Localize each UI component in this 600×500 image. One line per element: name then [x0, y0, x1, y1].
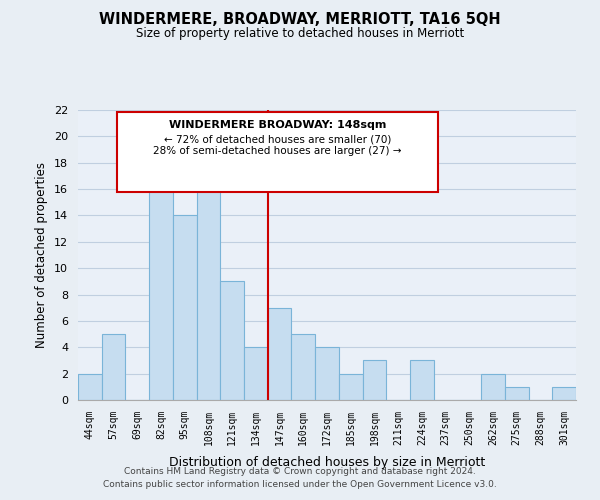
Bar	[410, 360, 434, 400]
Bar	[149, 162, 173, 400]
Y-axis label: Number of detached properties: Number of detached properties	[35, 162, 49, 348]
Text: WINDERMERE, BROADWAY, MERRIOTT, TA16 5QH: WINDERMERE, BROADWAY, MERRIOTT, TA16 5QH	[99, 12, 501, 28]
X-axis label: Distribution of detached houses by size in Merriott: Distribution of detached houses by size …	[169, 456, 485, 469]
Bar	[552, 387, 576, 400]
Bar	[315, 348, 339, 400]
Bar	[244, 348, 268, 400]
Text: Size of property relative to detached houses in Merriott: Size of property relative to detached ho…	[136, 28, 464, 40]
Bar	[173, 216, 197, 400]
Bar	[268, 308, 292, 400]
Text: WINDERMERE BROADWAY: 148sqm: WINDERMERE BROADWAY: 148sqm	[169, 120, 386, 130]
Bar	[292, 334, 315, 400]
Bar	[481, 374, 505, 400]
Text: Contains public sector information licensed under the Open Government Licence v3: Contains public sector information licen…	[103, 480, 497, 489]
Bar	[362, 360, 386, 400]
Text: ← 72% of detached houses are smaller (70): ← 72% of detached houses are smaller (70…	[164, 134, 391, 144]
Bar	[339, 374, 362, 400]
Bar	[78, 374, 102, 400]
Bar	[102, 334, 125, 400]
Bar	[505, 387, 529, 400]
Text: Contains HM Land Registry data © Crown copyright and database right 2024.: Contains HM Land Registry data © Crown c…	[124, 467, 476, 476]
Bar	[197, 176, 220, 400]
Bar	[220, 282, 244, 400]
Text: 28% of semi-detached houses are larger (27) →: 28% of semi-detached houses are larger (…	[153, 146, 401, 156]
